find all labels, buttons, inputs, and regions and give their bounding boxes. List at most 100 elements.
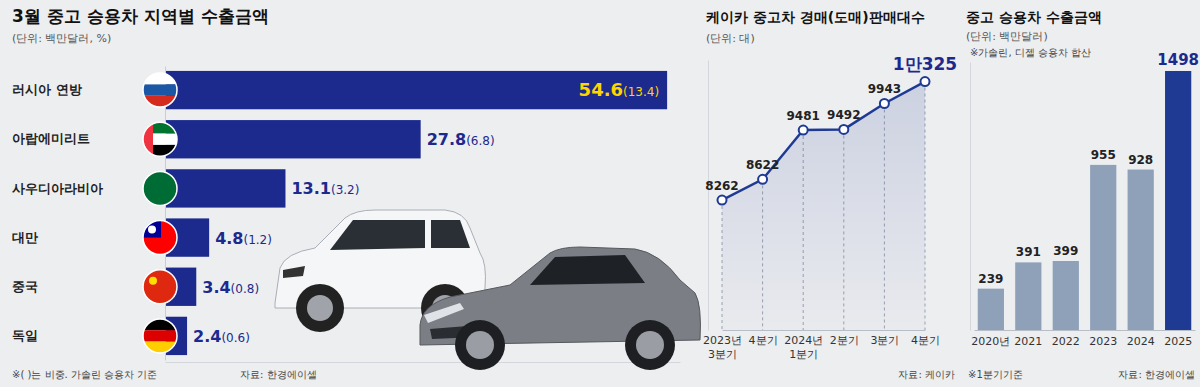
source: 자료: 한경에이셀 [240,369,317,380]
flag-border [143,270,177,304]
data-label: 54.6(13.4) [579,79,660,100]
tick-label: 2021 [1014,335,1042,348]
note: ※( )는 비중. 가솔린 승용차 기준 [12,369,157,380]
tick-label: 2023 [1089,335,1117,348]
background [0,0,1200,387]
bar [165,71,667,109]
bar [1053,261,1079,330]
car-window [431,220,470,248]
axis-line [970,63,971,331]
bar [978,289,1004,330]
marker [839,125,848,134]
tick: 2분기 [830,330,859,347]
car-wheel [296,284,344,332]
tick: 2023년3분기 [703,330,742,361]
axis-line [166,362,681,363]
tick-label: 4분기 [749,334,778,347]
car-light [283,266,305,278]
marker [880,99,889,108]
data-label: 239 [978,272,1003,286]
tick-label-line: 3분기 [870,334,899,347]
tick-label: 2분기 [830,334,859,347]
tick: 중국 [12,279,165,294]
car-window [330,220,425,250]
data-label: 399 [1053,244,1078,258]
tick-label-line: 2024년 [784,334,823,347]
data-label: 1만325 [893,54,957,74]
data-label: 9943 [868,82,901,96]
share-label: (0.8) [231,282,259,296]
flag-stripe [143,270,177,304]
y-axis [970,63,971,331]
axis-line [708,61,709,331]
data-label: 2.4(0.6) [193,327,250,346]
x-axis [166,362,681,363]
x-axis: 2020년20212022202320242025 [971,330,1195,348]
car-rim [636,331,664,359]
bar [1015,262,1041,330]
data-labels: 54.6(13.4)27.8(6.8)13.1(3.2)4.8(1.2)3.4(… [193,79,659,346]
bar [165,120,421,158]
tick-label: 사우디아라비아 [12,181,103,196]
marker [758,175,767,184]
tick: 2022 [1052,330,1080,348]
flag-border [143,221,177,255]
tick: 독일 [12,328,165,343]
tick-label-line: 2분기 [830,334,859,347]
marker [718,196,727,205]
tick-label: 중국 [12,279,38,294]
share-label: (0.6) [221,331,249,345]
tick: 아랍에미리트 [12,131,165,146]
car-wheel [455,320,505,370]
value-label: 27.8 [427,130,466,149]
chart-subtitle: (단위: 백만달러) [966,30,1048,43]
data-label: 3.4(0.8) [202,278,259,297]
chart-subtitle: (단위: 대) [706,32,755,45]
flag-icon [143,319,177,353]
share-label: (3.2) [331,183,359,197]
flag-border [143,122,177,156]
axis-line [975,330,1196,331]
x-axis: 2023년3분기 4분기 2024년1분기 2분기 3분기 4분기 [703,330,940,361]
bar [1165,71,1191,330]
value-label: 13.1 [291,179,330,198]
flag-stripe [143,171,177,205]
tick: 3분기 [870,330,899,347]
bar [165,169,285,207]
tick-label: 독일 [12,328,38,343]
tick-label: 2023년3분기 [703,334,742,361]
tick: 4분기 [911,330,940,347]
bar [1090,165,1116,330]
data-label: 1498 [1157,51,1199,69]
flag-icon [143,270,177,304]
tick: 사우디아라비아 [12,181,165,196]
car-wheel [625,320,675,370]
tick-label: 2022 [1052,335,1080,348]
value-label: 3.4 [202,278,230,297]
flags [143,73,177,353]
chart-title: 중고 승용차 수출금액 [966,9,1102,25]
flag-icon [143,73,177,107]
flag-icon [143,171,177,205]
data-label: 27.8(6.8) [427,130,495,149]
flag-border [143,319,177,353]
data-label: 928 [1128,153,1153,167]
source: 자료: 한경에이셀 [1118,369,1195,380]
note: ※가솔린, 디젤 승용차 합산 [970,47,1091,58]
value-label: 4.8 [215,229,243,248]
chart-title: 케이카 중고차 경매(도매)판매대수 [706,9,925,25]
tick-label-line: 4분기 [911,334,940,347]
flag-sun [148,226,156,234]
value-label: 2.4 [193,327,221,346]
tick: 2021 [1014,330,1042,348]
data-label: 9481 [786,109,819,123]
tick: 2024년1분기 [784,330,823,361]
tick-label: 2025 [1164,335,1192,348]
car-window [530,255,645,285]
tick: 4분기 [749,330,778,347]
share-label: (6.8) [466,134,494,148]
tick-label: 2020년 [971,335,1010,348]
flag-border [143,171,177,205]
source: 자료: 케이카 [898,369,955,380]
flag-stripe [143,330,177,341]
